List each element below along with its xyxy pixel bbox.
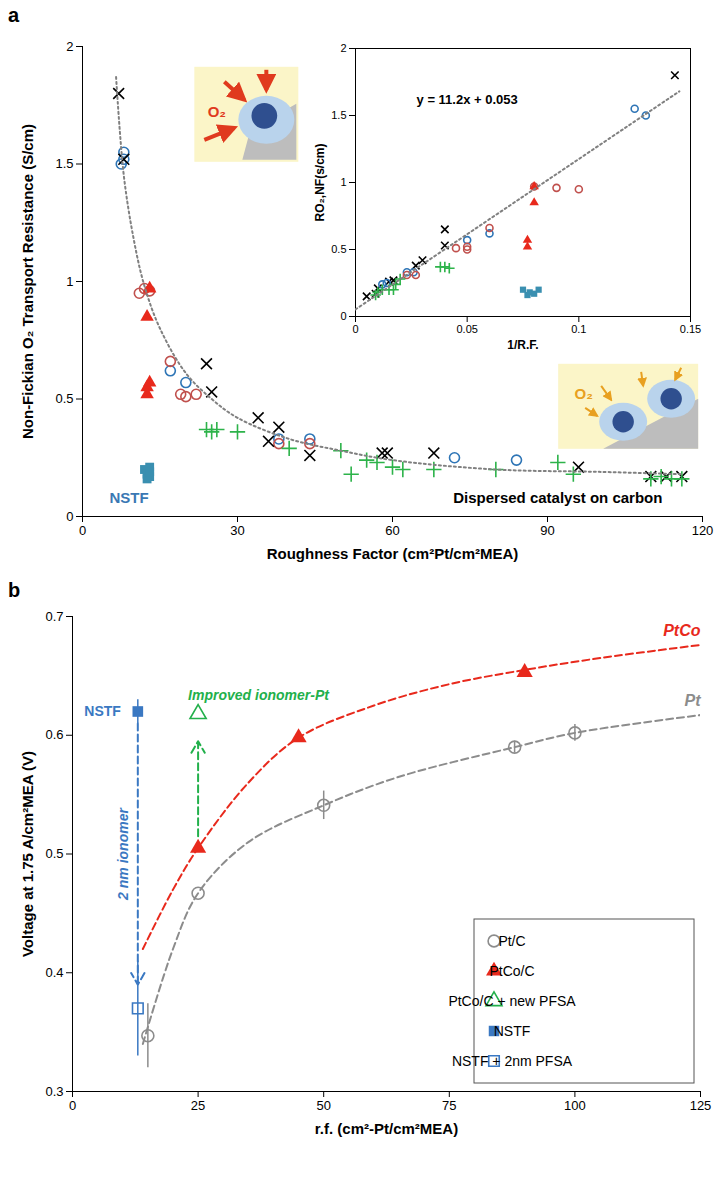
svg-text:NSTF: NSTF (109, 489, 148, 506)
svg-text:0.5: 0.5 (45, 846, 63, 861)
svg-text:50: 50 (316, 1098, 330, 1113)
svg-text:NSTF: NSTF (84, 703, 121, 719)
svg-text:O₂: O₂ (574, 385, 592, 402)
svg-text:PtCo: PtCo (663, 622, 701, 639)
svg-text:0.1: 0.1 (571, 323, 586, 335)
svg-text:0: 0 (79, 523, 86, 538)
svg-text:PtCo/C + new PFSA: PtCo/C + new PFSA (448, 993, 576, 1009)
svg-text:0.5: 0.5 (331, 243, 346, 255)
svg-text:0: 0 (352, 323, 358, 335)
svg-text:1: 1 (66, 274, 73, 289)
svg-text:120: 120 (692, 523, 714, 538)
svg-text:60: 60 (385, 523, 399, 538)
svg-text:Dispersed catalyst on carbon: Dispersed catalyst on carbon (453, 489, 662, 506)
svg-text:0: 0 (340, 310, 346, 322)
svg-text:y = 11.2x + 0.053: y = 11.2x + 0.053 (417, 92, 518, 107)
svg-text:Pt/C: Pt/C (498, 933, 525, 949)
svg-text:NSTF + 2nm PFSA: NSTF + 2nm PFSA (452, 1053, 573, 1069)
svg-text:r.f. (cm²-Pt/cm²MEA): r.f. (cm²-Pt/cm²MEA) (315, 1120, 458, 1137)
svg-text:90: 90 (540, 523, 554, 538)
svg-text:75: 75 (442, 1098, 456, 1113)
html-text:a: a (8, 4, 20, 26)
svg-text:O₂: O₂ (208, 103, 226, 120)
svg-text:30: 30 (230, 523, 244, 538)
svg-text:PtCo/C: PtCo/C (489, 963, 534, 979)
svg-text:1.5: 1.5 (331, 109, 346, 121)
svg-text:0.4: 0.4 (45, 965, 63, 980)
svg-text:Pt: Pt (685, 692, 702, 709)
svg-text:Voltage at 1.75 A/cm²MEA (V): Voltage at 1.75 A/cm²MEA (V) (19, 751, 36, 957)
svg-text:2: 2 (66, 39, 73, 54)
svg-text:100: 100 (564, 1098, 586, 1113)
svg-text:Non-Fickian O₂ Transport Resis: Non-Fickian O₂ Transport Resistance (S/c… (19, 124, 36, 439)
html-text:b: b (8, 579, 21, 601)
svg-text:RO₂,NF(s/cm): RO₂,NF(s/cm) (313, 143, 327, 221)
svg-text:0.05: 0.05 (456, 323, 477, 335)
svg-text:125: 125 (690, 1098, 712, 1113)
svg-text:2 nm ionomer: 2 nm ionomer (115, 807, 131, 901)
svg-text:1: 1 (340, 176, 346, 188)
svg-text:0: 0 (69, 1098, 76, 1113)
svg-text:NSTF: NSTF (494, 1023, 531, 1039)
svg-text:0.15: 0.15 (680, 323, 701, 335)
svg-text:0.7: 0.7 (45, 609, 63, 624)
svg-text:Improved ionomer-Pt: Improved ionomer-Pt (188, 687, 330, 703)
svg-text:0.6: 0.6 (45, 727, 63, 742)
svg-text:1.5: 1.5 (55, 156, 73, 171)
svg-text:25: 25 (191, 1098, 205, 1113)
svg-text:0: 0 (66, 509, 73, 524)
svg-text:2: 2 (340, 42, 346, 54)
svg-text:0.3: 0.3 (45, 1084, 63, 1099)
svg-text:Roughness Factor (cm²Pt/cm²MEA: Roughness Factor (cm²Pt/cm²MEA) (267, 545, 519, 562)
svg-text:1/R.F.: 1/R.F. (507, 338, 538, 352)
svg-text:0.5: 0.5 (55, 391, 73, 406)
